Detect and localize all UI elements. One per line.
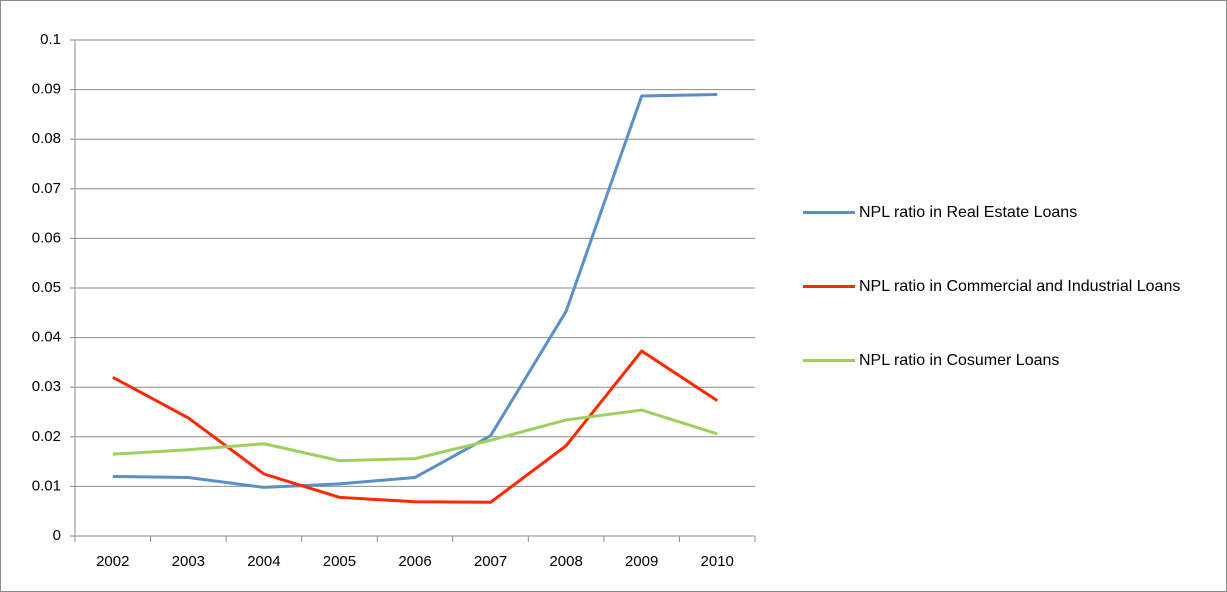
legend-swatch: [803, 359, 855, 362]
legend-swatch: [803, 285, 855, 288]
x-tick-label: 2003: [172, 553, 205, 570]
x-tick-label: 2008: [549, 553, 582, 570]
series-line: [112, 93, 718, 489]
x-tick-label: 2004: [247, 553, 280, 570]
legend-item: NPL ratio in Commercial and Industrial L…: [803, 276, 1199, 298]
y-tick-label: 0.02: [32, 428, 61, 445]
y-tick-label: 0.08: [32, 130, 61, 147]
y-tick-label: 0.07: [32, 180, 61, 197]
y-tick-label: 0.03: [32, 378, 61, 395]
series-line: [112, 408, 718, 463]
legend-item: NPL ratio in Cosumer Loans: [803, 350, 1199, 372]
x-tick-label: 2007: [474, 553, 507, 570]
legend-label: NPL ratio in Real Estate Loans: [859, 204, 1078, 221]
legend-swatch: [803, 211, 855, 214]
y-tick-label: 0.04: [32, 329, 61, 346]
y-tick-label: 0.06: [32, 229, 61, 246]
y-tick-label: 0.1: [40, 31, 61, 48]
x-tick-label: 2010: [701, 553, 734, 570]
x-tick-label: 2002: [96, 553, 129, 570]
legend-label: NPL ratio in Commercial and Industrial L…: [859, 278, 1181, 295]
y-tick-label: 0.05: [32, 279, 61, 296]
y-tick-label: 0.09: [32, 81, 61, 98]
y-tick-label: 0.01: [32, 477, 61, 494]
legend-item: NPL ratio in Real Estate Loans: [803, 202, 1199, 224]
x-tick-label: 2009: [625, 553, 658, 570]
x-tick-label: 2006: [398, 553, 431, 570]
legend-label: NPL ratio in Cosumer Loans: [859, 352, 1060, 369]
x-tick-label: 2005: [323, 553, 356, 570]
series-line: [112, 349, 719, 504]
y-tick-label: 0: [53, 527, 61, 544]
